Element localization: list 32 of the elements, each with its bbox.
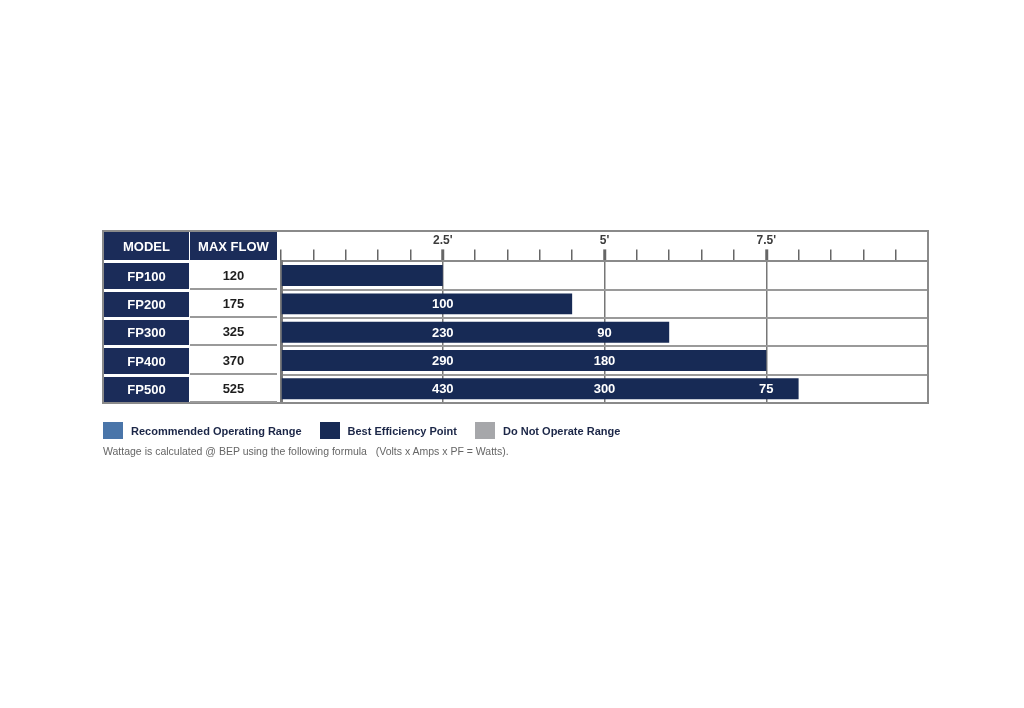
legend-label: Do Not Operate Range xyxy=(502,424,621,437)
x-tick-label: 2.5' xyxy=(432,232,453,247)
annotation: 75 xyxy=(759,381,774,397)
y-tick-label: FP500 xyxy=(104,376,189,402)
annotation: 290 xyxy=(431,353,454,369)
y2-tick-label: 525 xyxy=(190,375,277,403)
y-axis-title: MODEL xyxy=(104,232,189,261)
bar xyxy=(281,350,767,371)
legend-label: Best Efficiency Point xyxy=(347,424,457,437)
y2-tick-label: 175 xyxy=(190,290,277,319)
annotation: 180 xyxy=(593,353,616,369)
y-tick-label: FP200 xyxy=(104,291,189,318)
bar xyxy=(281,293,573,315)
y-tick-label: FP300 xyxy=(104,320,189,346)
annotation: 90 xyxy=(597,324,612,340)
x-tick-label: 5' xyxy=(599,232,610,247)
annotation: 230 xyxy=(431,324,454,340)
x-tick-label: 7.5' xyxy=(756,232,777,247)
annotation: 300 xyxy=(593,381,616,397)
annotation: 100 xyxy=(431,296,454,312)
bar xyxy=(281,378,799,400)
annotation: 430 xyxy=(431,381,454,397)
y-tick-label: FP400 xyxy=(104,348,189,374)
text: Wattage is calculated @ BEP using the following formula (Volts x Amps x PF = Watts). xyxy=(103,445,509,457)
y2-tick-label: 325 xyxy=(190,319,277,347)
bar xyxy=(281,265,443,287)
y2-tick-label: 120 xyxy=(190,262,277,290)
y2-axis-title: MAX FLOW xyxy=(190,232,277,261)
bar xyxy=(281,321,670,343)
y-tick-label: FP100 xyxy=(104,263,189,289)
y2-tick-label: 370 xyxy=(190,347,277,375)
legend-label: Recommended Operating Range xyxy=(131,424,302,437)
